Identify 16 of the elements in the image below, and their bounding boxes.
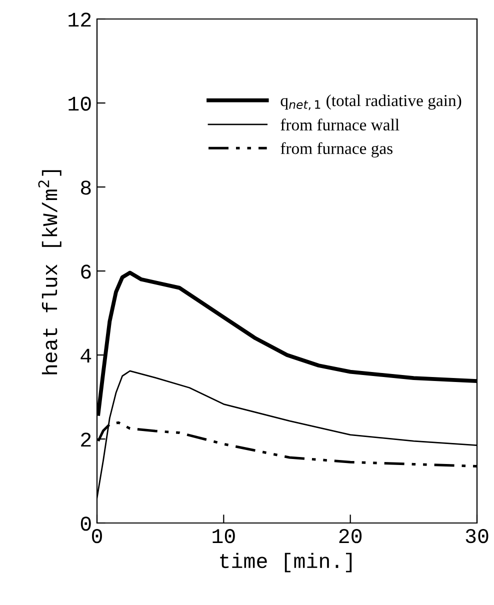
legend-label: q$_{net,1}$ (total radiative gain): [280, 94, 462, 110]
x-tick-label: 20: [339, 529, 362, 544]
x-tick-label: 30: [466, 529, 488, 544]
y-axis-title: heat flux [kW/m$^{2}$]: [38, 170, 62, 374]
y-tick-label: 2: [81, 432, 91, 447]
x-tick-label: 10: [212, 529, 235, 544]
y-tick-label: 12: [68, 12, 91, 27]
x-axis-title: time [min.]: [220, 552, 352, 572]
y-tick-label: 4: [80, 348, 92, 363]
legend-label: from furnace gas: [280, 142, 392, 158]
x-tick-label: 0: [92, 529, 102, 544]
y-tick-label: 10: [68, 96, 91, 111]
y-tick-label: 0: [80, 516, 91, 531]
legend-label: from furnace wall: [280, 118, 400, 130]
y-tick-label: 8: [80, 180, 91, 195]
y-tick-label: 6: [81, 264, 91, 279]
